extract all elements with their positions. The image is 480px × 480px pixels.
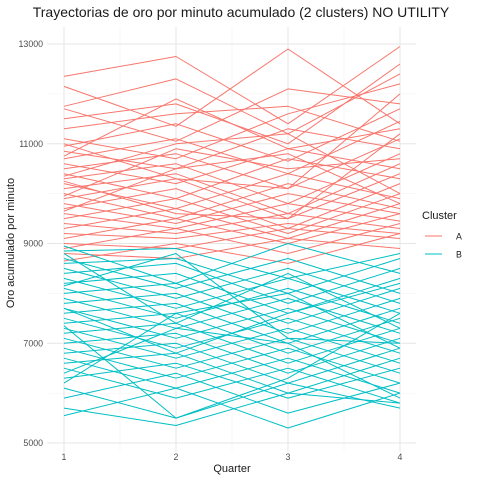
trajectory-line-a — [63, 105, 401, 142]
trajectory-line-a — [63, 193, 401, 224]
trajectory-line-a — [63, 48, 401, 127]
trajectory-line-b — [63, 243, 401, 284]
y-tick-label: 9000 — [23, 239, 43, 249]
trajectory-line-a — [63, 138, 401, 190]
legend: Cluster A B — [422, 210, 462, 260]
x-tick-label: 4 — [398, 452, 403, 462]
trajectory-line-a — [63, 238, 401, 259]
trajectory-line-a — [63, 158, 401, 200]
trajectory-line-a — [63, 128, 401, 170]
trajectory-line-b — [63, 347, 401, 384]
trajectory-line-b — [63, 267, 401, 304]
trajectory-line-a — [63, 163, 401, 215]
trajectory-line-a — [63, 148, 401, 185]
trajectory-line-a — [63, 213, 401, 234]
trajectory-line-b — [63, 327, 401, 364]
x-axis-title: Quarter — [213, 463, 251, 475]
y-tick-label: 7000 — [23, 338, 43, 348]
trajectory-line-a — [63, 73, 401, 135]
chart-title: Trayectorias de oro por minuto acumulado… — [33, 4, 450, 20]
series-lines — [63, 46, 401, 429]
trajectory-line-b — [63, 307, 401, 344]
x-tick-label: 1 — [62, 452, 67, 462]
trajectory-line-b — [63, 327, 401, 399]
y-axis-title: Oro acumulado por minuto — [5, 178, 17, 308]
trajectory-line-b — [63, 387, 401, 429]
trajectory-line-b — [63, 367, 401, 404]
trajectory-line-b — [63, 297, 401, 334]
trajectory-line-b — [63, 317, 401, 354]
trajectory-line-a — [63, 88, 401, 142]
trajectory-line-a — [63, 183, 401, 220]
trajectory-line-b — [63, 357, 401, 394]
x-tick-label: 2 — [174, 452, 179, 462]
trajectory-line-a — [63, 223, 401, 239]
y-tick-label: 13000 — [19, 39, 44, 49]
x-tick-labels: 1 2 3 4 — [62, 452, 403, 462]
trajectory-line-b — [63, 382, 401, 419]
trajectory-line-a — [63, 223, 401, 254]
trajectory-line-a — [63, 108, 401, 162]
trajectory-line-b — [63, 362, 401, 399]
trajectory-line-b — [63, 258, 401, 294]
trajectory-line-b — [63, 277, 401, 314]
trajectory-line-b — [63, 287, 401, 324]
x-tick-label: 3 — [286, 452, 291, 462]
panel-grid — [47, 27, 416, 452]
y-tick-labels: 5000 7000 9000 11000 13000 — [19, 39, 44, 448]
trajectory-line-b — [63, 253, 401, 344]
trajectory-line-a — [63, 203, 401, 229]
trajectory-line-a — [63, 153, 401, 205]
legend-label-b: B — [456, 250, 462, 260]
y-tick-label: 11000 — [19, 139, 43, 149]
trajectory-line-b — [63, 372, 401, 414]
legend-title: Cluster — [422, 210, 457, 222]
trajectory-line-a — [63, 233, 401, 264]
trajectory-line-a — [63, 83, 401, 160]
trajectory-line-b — [63, 337, 401, 374]
trajectory-line-a — [63, 228, 401, 249]
trajectory-line-a — [63, 173, 401, 210]
legend-label-a: A — [456, 232, 462, 242]
trajectory-line-a — [63, 46, 401, 125]
y-tick-label: 5000 — [23, 438, 43, 448]
